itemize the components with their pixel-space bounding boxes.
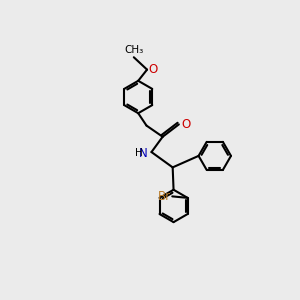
Text: CH₃: CH₃ <box>124 45 143 55</box>
Text: Br: Br <box>158 190 170 203</box>
Text: H: H <box>135 148 143 158</box>
Text: O: O <box>149 62 158 76</box>
Text: N: N <box>139 147 148 160</box>
Text: O: O <box>181 118 190 131</box>
